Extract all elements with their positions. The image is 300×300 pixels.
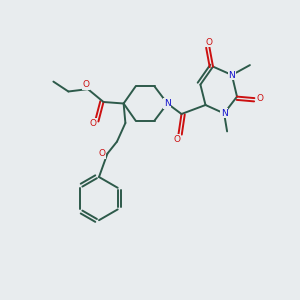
Text: N: N	[229, 70, 235, 80]
Text: O: O	[98, 149, 106, 158]
Text: O: O	[256, 94, 263, 103]
Text: O: O	[173, 135, 181, 144]
Text: N: N	[164, 99, 171, 108]
Text: O: O	[89, 118, 97, 127]
Text: O: O	[206, 38, 213, 47]
Text: O: O	[83, 80, 90, 89]
Text: N: N	[221, 109, 227, 118]
